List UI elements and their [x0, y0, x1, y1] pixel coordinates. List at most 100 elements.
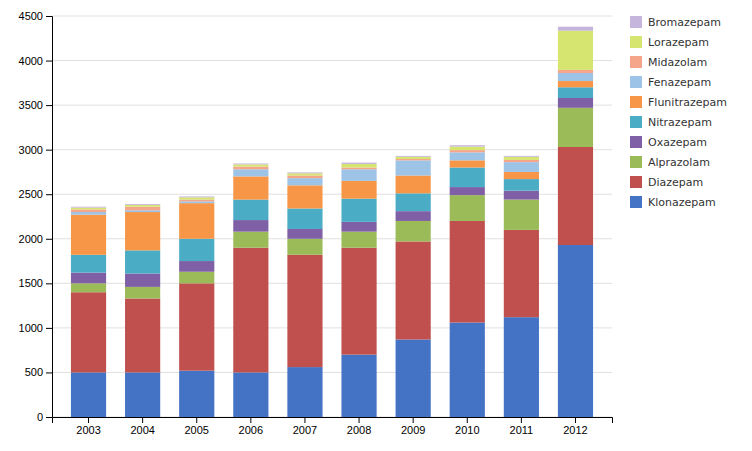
bar [125, 287, 160, 299]
tick-label: 3000 [19, 144, 43, 156]
bar [71, 208, 106, 210]
legend-item: Lorazepam [630, 36, 709, 49]
bar [179, 261, 214, 272]
legend-label: Nitrazepam [648, 116, 712, 129]
y-tick: 1000 [19, 322, 52, 334]
tick-mark [250, 417, 251, 423]
y-tick: 500 [25, 366, 52, 378]
bar [504, 172, 539, 179]
legend-label: Alprazolam [648, 156, 710, 169]
bar-series [71, 27, 593, 208]
bar [558, 73, 593, 81]
bar [450, 187, 485, 195]
tick-mark [196, 417, 197, 423]
tick-label: 2000 [19, 233, 43, 245]
legend-swatch [630, 36, 642, 48]
grid-line [52, 105, 612, 106]
bar [396, 211, 431, 221]
x-tick: 2004 [130, 417, 154, 436]
legend-label: Midazolam [648, 56, 707, 69]
bar [233, 167, 268, 170]
tick-mark [46, 239, 52, 240]
legend-swatch [630, 96, 642, 108]
legend-swatch [630, 196, 642, 208]
bar [450, 147, 485, 151]
bar-series [71, 108, 593, 299]
tick-mark [46, 61, 52, 62]
bar [179, 201, 214, 203]
bar [396, 160, 431, 175]
tick-label: 3500 [19, 99, 43, 111]
bar [396, 176, 431, 194]
bar [504, 155, 539, 157]
bar [287, 255, 322, 367]
legend-label: Flunitrazepam [648, 96, 727, 109]
tick-mark [46, 283, 52, 284]
x-axis: 2003200420052006200720082009201020112012 [53, 417, 613, 436]
bar [233, 372, 268, 417]
bar [396, 157, 431, 159]
bar [71, 209, 106, 212]
grid-line [52, 149, 612, 150]
tick-mark [46, 372, 52, 373]
x-tick: 2007 [293, 417, 317, 436]
chart: 2003200420052006200720082009201020112012… [0, 0, 752, 451]
bar [504, 200, 539, 230]
bar [233, 248, 268, 373]
tick-label: 1500 [19, 277, 43, 289]
bar [450, 167, 485, 187]
y-tick: 3500 [19, 99, 52, 111]
legend-swatch [630, 176, 642, 188]
bar [450, 152, 485, 160]
bar [287, 185, 322, 208]
bar [71, 292, 106, 372]
legend-swatch [630, 136, 642, 148]
bar [450, 195, 485, 221]
tick-mark [46, 194, 52, 195]
tick-mark [46, 16, 52, 17]
y-tick: 2000 [19, 233, 52, 245]
bar [396, 221, 431, 241]
legend-label: Bromazepam [648, 16, 721, 29]
axis-domain [53, 418, 613, 424]
bar [504, 157, 539, 160]
tick-label: 500 [25, 366, 43, 378]
bar [341, 232, 376, 248]
bar [179, 371, 214, 417]
bar [396, 155, 431, 157]
legend-item: Klonazepam [630, 196, 716, 209]
bar [179, 272, 214, 284]
bar [233, 164, 268, 166]
tick-mark [142, 417, 143, 423]
bar [558, 98, 593, 108]
tick-mark [521, 417, 522, 423]
y-tick: 4000 [19, 55, 52, 67]
y-axis: 050010001500200025003000350040004500 [19, 10, 53, 423]
tick-mark [46, 150, 52, 151]
legend-label: Klonazepam [648, 196, 716, 209]
bar [179, 283, 214, 370]
tick-mark [359, 417, 360, 423]
bar [341, 248, 376, 355]
bar [125, 212, 160, 250]
axis-domain [46, 17, 53, 418]
y-tick: 0 [37, 411, 52, 423]
x-tick: 2011 [510, 417, 534, 436]
bar [125, 372, 160, 417]
bar [179, 197, 214, 199]
bar-series [71, 81, 593, 255]
bar [125, 204, 160, 206]
bar [558, 87, 593, 98]
bar [396, 193, 431, 211]
bar [71, 273, 106, 284]
bar [504, 317, 539, 417]
bar [558, 245, 593, 417]
bar [396, 241, 431, 339]
tick-mark [46, 417, 52, 418]
bar [450, 145, 485, 146]
bar [233, 200, 268, 220]
bar [341, 167, 376, 169]
bar [287, 178, 322, 185]
bar [504, 179, 539, 191]
tick-label: 1000 [19, 322, 43, 334]
